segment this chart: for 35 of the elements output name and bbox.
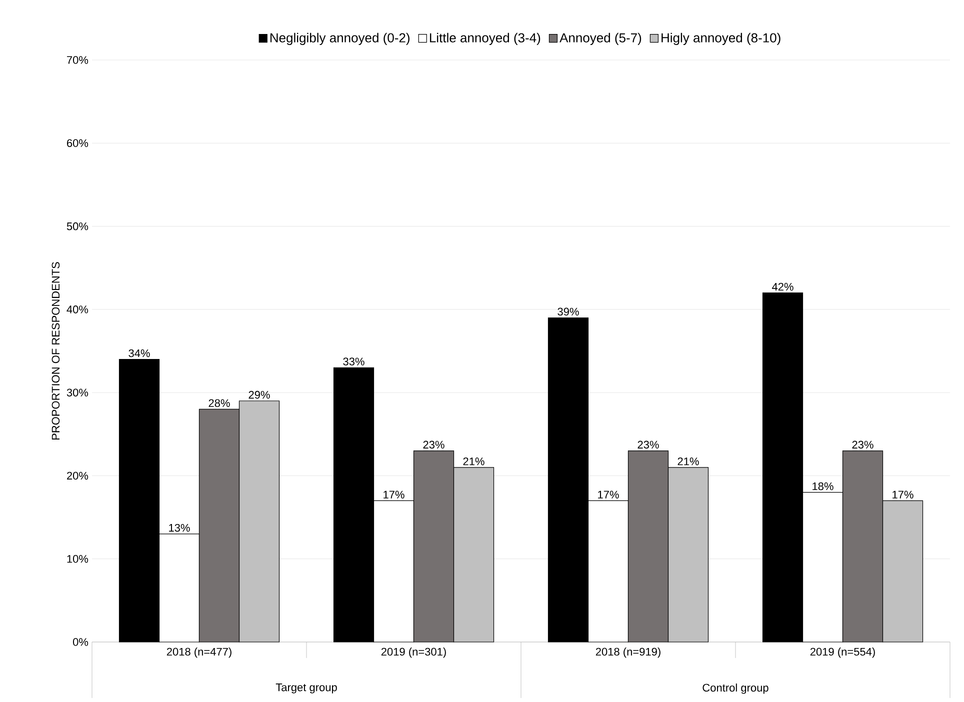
data-label: 29% <box>248 390 270 399</box>
data-label: 21% <box>678 457 699 466</box>
data-label: 23% <box>638 440 659 449</box>
y-tick-label: 30% <box>66 388 88 396</box>
data-label: 18% <box>812 482 834 490</box>
text: Control group <box>702 684 768 694</box>
y-tick-label: 70% <box>67 56 88 64</box>
data-label: 23% <box>423 440 444 449</box>
data-label: 28% <box>208 399 230 407</box>
data-label: 17% <box>384 490 404 498</box>
legend-label: Annoyed (5-7) <box>560 32 642 45</box>
data-label: 21% <box>463 457 484 466</box>
x-tick-label: 2018 (n=477) <box>166 648 232 658</box>
y-tick-label: 40% <box>66 306 88 314</box>
y-tick-label: 60% <box>67 139 88 148</box>
y-tick-label: 20% <box>67 472 88 480</box>
y-tick-label: 0% <box>72 638 88 646</box>
data-label: 34% <box>128 349 150 358</box>
text: Target group <box>276 684 337 694</box>
legend-label: Little annoyed (3-4) <box>430 32 540 45</box>
data-label: 17% <box>598 490 619 498</box>
data-label: 33% <box>343 358 364 366</box>
x-tick-label: 2018 (n=919) <box>596 648 660 658</box>
data-label: 23% <box>852 440 874 449</box>
data-label: 39% <box>558 308 579 316</box>
legend-label: Negligibly annoyed (0-2) <box>270 32 410 45</box>
y-tick-label: 10% <box>67 554 88 563</box>
legend-label: Higly annoyed (8-10) <box>662 32 780 45</box>
x-tick-label: 2019 (n=554) <box>810 648 875 658</box>
data-label: 17% <box>892 490 914 498</box>
data-label: 42% <box>772 282 794 291</box>
x-tick-label: 2019 (n=301) <box>381 648 446 658</box>
y-tick-label: 50% <box>66 222 88 230</box>
y-axis-title: PROPORTION OF RESPONDENTS <box>52 262 60 440</box>
data-label: 13% <box>169 524 190 532</box>
